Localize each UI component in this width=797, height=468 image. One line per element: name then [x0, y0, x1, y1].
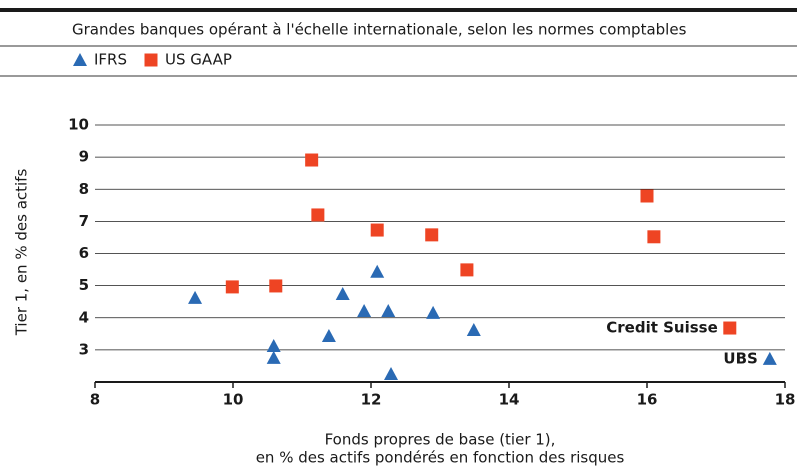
legend-label: US GAAP	[165, 51, 232, 69]
triangle-marker	[370, 264, 385, 278]
triangle-marker	[762, 351, 777, 365]
square-marker	[225, 280, 239, 294]
triangle-marker	[357, 304, 372, 318]
square-marker	[425, 228, 439, 242]
y-axis-label: Tier 1, en % des actifs	[13, 169, 31, 337]
square-marker	[647, 230, 661, 244]
triangle-marker	[335, 286, 350, 300]
square-marker	[311, 208, 325, 222]
square-marker	[723, 321, 737, 335]
legend-marker	[144, 53, 158, 67]
x-axis-label: en % des actifs pondérés en fonction des…	[256, 449, 625, 467]
triangle-marker	[466, 322, 481, 336]
top-rule	[0, 8, 797, 12]
legend-marker	[73, 53, 87, 66]
square-marker	[370, 223, 384, 237]
square-marker	[460, 263, 474, 277]
square-marker	[640, 189, 654, 203]
y-tick-label: 5	[79, 276, 89, 294]
x-tick-label: 18	[775, 391, 796, 409]
triangle-marker	[384, 366, 399, 380]
x-tick-label: 16	[637, 391, 658, 409]
triangle-marker	[266, 339, 281, 353]
y-tick-label: 7	[79, 212, 89, 230]
triangle-marker	[381, 304, 396, 318]
triangle-marker	[188, 290, 203, 304]
point-label: UBS	[723, 349, 757, 367]
y-tick-label: 6	[79, 244, 89, 262]
y-tick-label: 10	[68, 116, 89, 134]
point-label: Credit Suisse	[606, 319, 718, 337]
square-marker	[269, 279, 283, 293]
x-tick-label: 10	[223, 391, 244, 409]
x-axis-label: Fonds propres de base (tier 1),	[325, 431, 556, 449]
triangle-marker	[321, 329, 336, 343]
chart-subtitle: Grandes banques opérant à l'échelle inte…	[72, 21, 687, 39]
x-tick-label: 12	[361, 391, 382, 409]
legend-label: IFRS	[94, 51, 127, 69]
y-tick-label: 3	[79, 340, 89, 358]
x-tick-label: 14	[499, 391, 520, 409]
y-tick-label: 4	[79, 308, 89, 326]
x-tick-label: 8	[90, 391, 100, 409]
square-marker	[305, 153, 319, 167]
y-tick-label: 9	[79, 148, 89, 166]
y-tick-label: 8	[79, 180, 89, 198]
triangle-marker	[426, 305, 441, 319]
triangle-marker	[266, 350, 281, 364]
